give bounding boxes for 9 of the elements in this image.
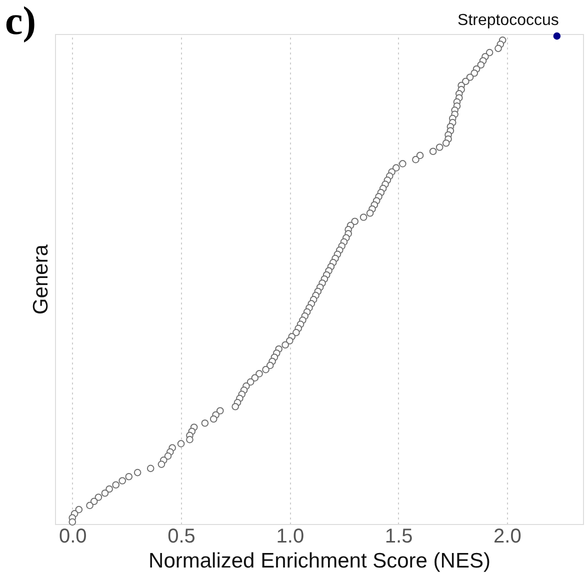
x-tick-label: 0.5 bbox=[168, 526, 196, 548]
y-axis-title: Genera bbox=[30, 244, 52, 315]
x-tick-label: 1.0 bbox=[276, 526, 304, 548]
series-label: Streptococcus bbox=[458, 12, 559, 30]
x-tick-label: 2.0 bbox=[494, 526, 522, 548]
x-axis-title: Normalized Enrichment Score (NES) bbox=[148, 550, 490, 572]
x-tick-label: 0.0 bbox=[58, 526, 87, 548]
chart-title: c) bbox=[5, 0, 36, 44]
x-tick-label: 1.5 bbox=[384, 526, 413, 548]
